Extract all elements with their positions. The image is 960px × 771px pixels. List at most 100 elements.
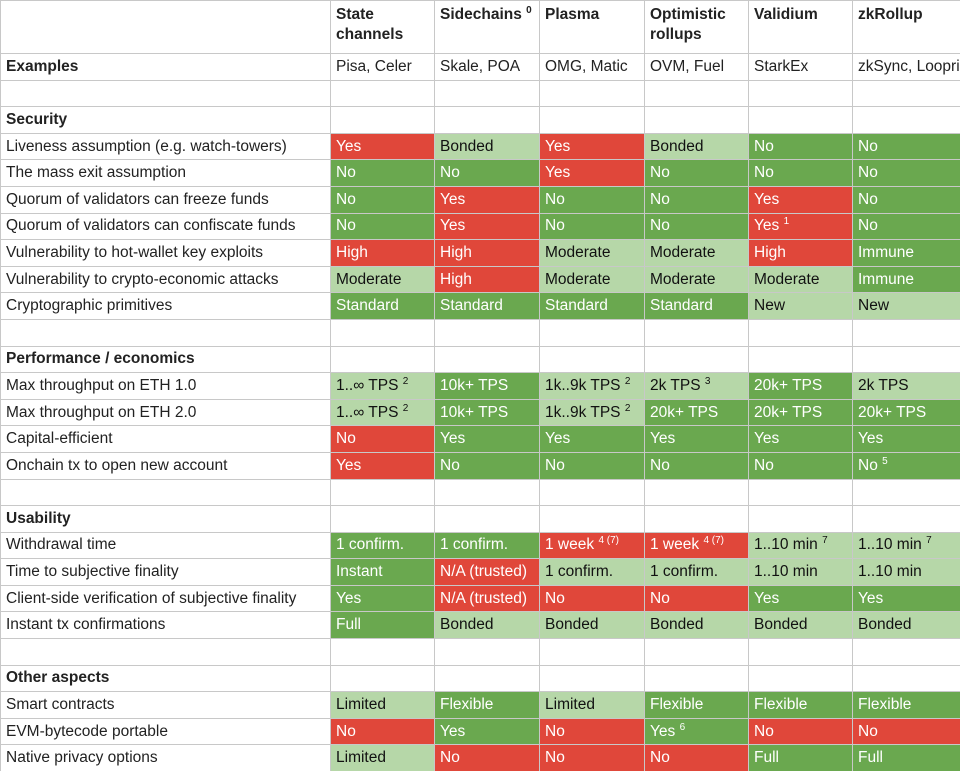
cell-zkrollup-text: Yes bbox=[858, 430, 884, 448]
row-label-text: Max throughput on ETH 1.0 bbox=[6, 376, 197, 394]
row-label: Instant tx confirmations bbox=[0, 611, 331, 640]
table-row: Vulnerability to crypto-economic attacks… bbox=[0, 265, 960, 294]
empty-cell bbox=[644, 318, 749, 347]
empty-cell bbox=[539, 345, 645, 374]
cell-state-channels-footnote: 2 bbox=[402, 402, 409, 414]
cell-validium-text: No bbox=[754, 137, 774, 155]
column-header-optimistic-rollups: Optimistic rollups bbox=[644, 0, 749, 54]
cell-validium: 1..10 min 7 bbox=[748, 531, 853, 560]
cell-validium: Moderate bbox=[748, 265, 853, 294]
examples-cell: Pisa, Celer bbox=[330, 53, 435, 81]
section-title-text: Usability bbox=[6, 509, 71, 527]
cell-validium: Yes bbox=[748, 584, 853, 613]
cell-zkrollup-text: 2k TPS bbox=[858, 376, 909, 394]
cell-zkrollup-text: 20k+ TPS bbox=[858, 403, 927, 421]
empty-cell bbox=[330, 345, 435, 374]
cell-optimistic-rollups: Flexible bbox=[644, 691, 749, 719]
table-row: Quorum of validators can freeze funds No Y… bbox=[0, 185, 960, 214]
cell-state-channels-text: Instant bbox=[336, 563, 383, 581]
cell-plasma-text: Yes bbox=[545, 137, 571, 155]
section-title-text: Other aspects bbox=[6, 669, 110, 687]
section-title: Other aspects bbox=[0, 664, 331, 693]
cell-optimistic-rollups-text: Yes bbox=[650, 722, 676, 740]
cell-optimistic-rollups: No bbox=[644, 451, 749, 480]
spacer-row bbox=[0, 79, 960, 108]
cell-plasma-text: Standard bbox=[545, 297, 608, 315]
cell-optimistic-rollups: No bbox=[644, 159, 749, 187]
cell-plasma: 1k..9k TPS 2 bbox=[539, 372, 645, 400]
empty-cell bbox=[748, 638, 853, 666]
cell-state-channels-text: No bbox=[336, 190, 356, 208]
examples-cell: StarkEx bbox=[748, 53, 853, 81]
cell-plasma-text: Yes bbox=[545, 430, 571, 448]
row-label-text: Smart contracts bbox=[6, 696, 115, 714]
cell-validium-text: No bbox=[754, 456, 774, 474]
cell-state-channels-text: Yes bbox=[336, 456, 362, 474]
empty-cell bbox=[330, 318, 435, 347]
cell-zkrollup-text: No bbox=[858, 137, 878, 155]
cell-plasma-text: 1 week bbox=[545, 536, 595, 554]
cell-sidechains-text: No bbox=[440, 456, 460, 474]
table-row: Liveness assumption (e.g. watch-towers) Y… bbox=[0, 132, 960, 161]
spacer-row bbox=[0, 478, 960, 507]
cell-state-channels: Moderate bbox=[330, 265, 435, 294]
cell-zkrollup-text: Full bbox=[858, 749, 883, 767]
row-label-text: The mass exit assumption bbox=[6, 164, 187, 182]
cell-plasma-text: Yes bbox=[545, 164, 571, 182]
cell-optimistic-rollups: Moderate bbox=[644, 265, 749, 294]
empty-cell bbox=[748, 345, 853, 374]
cell-optimistic-rollups-text: Bonded bbox=[650, 137, 704, 155]
cell-sidechains: Yes bbox=[434, 185, 540, 214]
cell-zkrollup-text: No bbox=[858, 164, 878, 182]
cell-plasma-text: No bbox=[545, 456, 565, 474]
examples-cell-text: OVM, Fuel bbox=[650, 57, 725, 75]
empty-cell bbox=[330, 106, 435, 134]
examples-row: Examples Pisa, Celer Skale, POA OMG, Matic O… bbox=[0, 53, 960, 81]
cell-zkrollup-text: Immune bbox=[858, 243, 914, 261]
cell-state-channels-text: High bbox=[336, 243, 368, 261]
table-row: Max throughput on ETH 1.0 1..∞ TPS 2 10k+ … bbox=[0, 372, 960, 400]
row-label: Liveness assumption (e.g. watch-towers) bbox=[0, 132, 331, 161]
column-header-plasma-text: Plasma bbox=[545, 6, 600, 23]
empty-cell bbox=[434, 638, 540, 666]
examples-cell-text: Pisa, Celer bbox=[336, 57, 412, 75]
cell-plasma-text: 1 confirm. bbox=[545, 563, 614, 581]
cell-validium: 1..10 min bbox=[748, 558, 853, 586]
cell-plasma-text: 1k..9k TPS bbox=[545, 376, 621, 394]
cell-plasma: No bbox=[539, 584, 645, 613]
table-row: EVM-bytecode portable No Yes No Yes 6 No No bbox=[0, 717, 960, 746]
column-header-validium: Validium bbox=[748, 0, 853, 54]
empty-cell bbox=[748, 664, 853, 693]
row-label-text: Vulnerability to crypto-economic attacks bbox=[6, 270, 279, 288]
cell-sidechains-text: N/A (trusted) bbox=[440, 563, 527, 581]
cell-zkrollup-text: No bbox=[858, 456, 878, 474]
cell-zkrollup: Full bbox=[852, 744, 960, 771]
cell-zkrollup: No bbox=[852, 132, 960, 161]
cell-zkrollup: No bbox=[852, 717, 960, 746]
cell-state-channels-text: Moderate bbox=[336, 270, 402, 288]
cell-optimistic-rollups: Yes bbox=[644, 425, 749, 453]
cell-optimistic-rollups-text: Yes bbox=[650, 430, 676, 448]
cell-optimistic-rollups: Yes 6 bbox=[644, 717, 749, 746]
empty-cell bbox=[434, 505, 540, 533]
cell-validium: No bbox=[748, 159, 853, 187]
cell-plasma: Bonded bbox=[539, 611, 645, 640]
cell-state-channels: No bbox=[330, 159, 435, 187]
empty-cell bbox=[748, 505, 853, 533]
empty-cell bbox=[748, 318, 853, 347]
cell-optimistic-rollups: No bbox=[644, 744, 749, 771]
row-label: Cryptographic primitives bbox=[0, 292, 331, 320]
cell-state-channels-text: Standard bbox=[336, 297, 399, 315]
cell-sidechains: Yes bbox=[434, 717, 540, 746]
cell-state-channels: No bbox=[330, 185, 435, 214]
cell-plasma-text: No bbox=[545, 589, 565, 607]
row-label: Smart contracts bbox=[0, 691, 331, 719]
cell-sidechains-text: No bbox=[440, 164, 460, 182]
cell-plasma-footnote: 2 bbox=[624, 402, 631, 414]
cell-validium-text: 1..10 min bbox=[754, 563, 818, 581]
column-header-optimistic-rollups-text: Optimistic rollups bbox=[650, 6, 726, 43]
cell-sidechains-text: Bonded bbox=[440, 616, 494, 634]
cell-state-channels-text: No bbox=[336, 430, 356, 448]
cell-state-channels: Limited bbox=[330, 691, 435, 719]
